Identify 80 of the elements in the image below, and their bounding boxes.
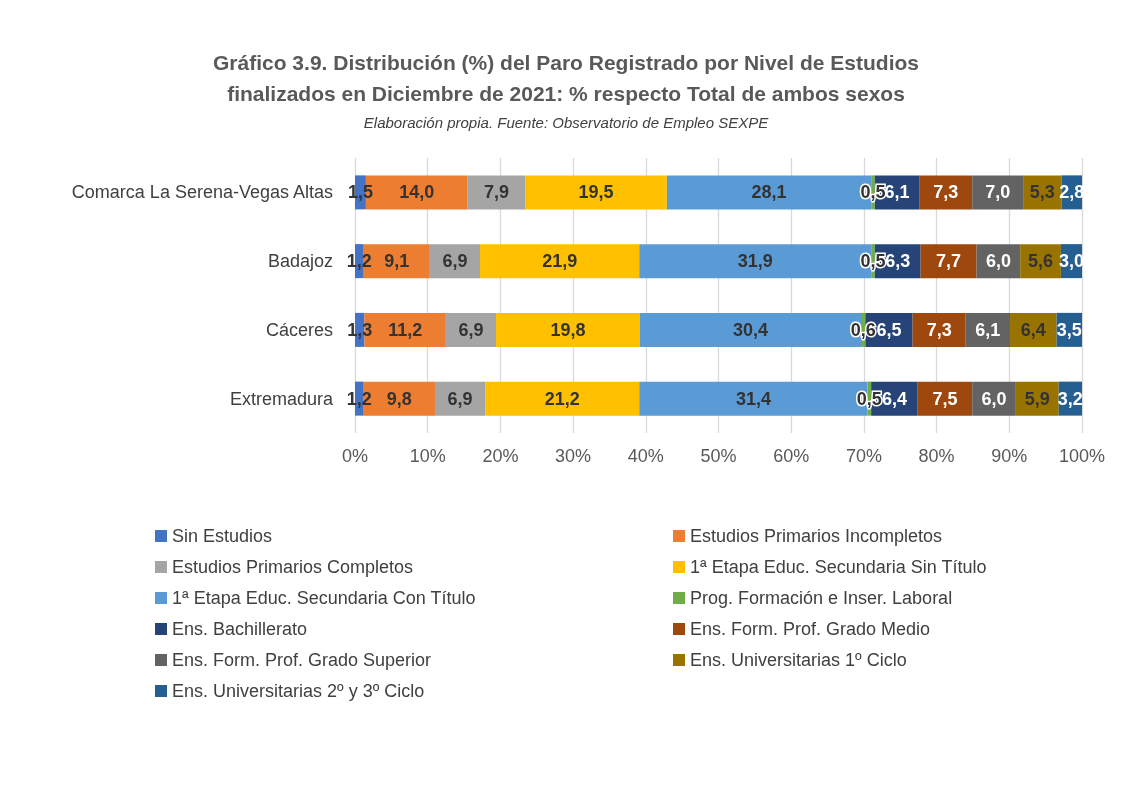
data-label: 6,4: [1020, 319, 1046, 340]
y-tick-label: Badajoz: [267, 251, 333, 272]
data-label: 6,1: [975, 319, 1001, 340]
bar: [467, 175, 526, 210]
data-label: 0,6: [850, 319, 876, 340]
x-tick-label: 30%: [555, 446, 592, 466]
data-label: 3,5: [1056, 319, 1082, 340]
data-label: 6,3: [885, 251, 911, 272]
chart-subtitle: Elaboración propia. Fuente: Observatorio de Empleo SEXPE: [363, 114, 770, 131]
data-label: 0,5: [856, 388, 882, 409]
data-label: 7,3: [933, 182, 959, 203]
legend-label: Ens. Form. Prof. Grado Medio: [690, 619, 931, 639]
data-label: 7,0: [985, 182, 1011, 203]
data-label: 14,0: [399, 182, 435, 203]
data-label: 21,2: [544, 388, 580, 409]
data-label: 1,2: [346, 251, 372, 272]
data-label: 1,2: [346, 388, 372, 409]
bar: [917, 381, 973, 416]
bar: [919, 175, 973, 210]
data-label: 6,1: [884, 182, 910, 203]
data-label: 5,9: [1024, 388, 1050, 409]
legend-label: 1ª Etapa Educ. Secundaria Sin Título: [690, 557, 987, 577]
legend-label: Estudios Primarios Incompletos: [690, 526, 943, 546]
data-label: 6,0: [981, 388, 1007, 409]
data-label: 7,7: [936, 251, 962, 272]
data-label: 28,1: [751, 182, 787, 203]
legend-label: 1ª Etapa Educ. Secundaria Con Título: [172, 588, 476, 608]
bar: [912, 312, 966, 347]
y-tick-label: Extremadura: [229, 388, 334, 409]
x-tick-label: 40%: [627, 446, 664, 466]
data-label: 7,9: [483, 182, 509, 203]
bar: [480, 244, 640, 279]
data-label: 6,0: [985, 251, 1011, 272]
y-tick-label: Cáceres: [265, 319, 333, 340]
data-label: 11,2: [388, 319, 423, 340]
legend-label: Ens. Form. Prof. Grado Superior: [172, 650, 432, 670]
data-label: 7,5: [932, 388, 958, 409]
bar: [972, 175, 1024, 210]
x-tick-label: 90%: [991, 446, 1028, 466]
data-label: 31,9: [737, 251, 773, 272]
data-label: 6,5: [876, 319, 902, 340]
x-tick-label: 70%: [845, 446, 882, 466]
data-label: 6,9: [442, 251, 468, 272]
data-label: 31,4: [735, 388, 771, 409]
legend-label: Estudios Primarios Completos: [172, 557, 414, 577]
data-label: 19,5: [578, 182, 614, 203]
x-tick-label: 60%: [773, 446, 810, 466]
x-tick-label: 100%: [1058, 446, 1106, 466]
bar: [920, 244, 977, 279]
legend-label: Sin Estudios: [172, 526, 273, 546]
data-label: 6,9: [458, 319, 484, 340]
legend-label: Ens. Universitarias 1º Ciclo: [690, 650, 907, 670]
legend-label: Prog. Formación e Inser. Laboral: [690, 588, 953, 608]
data-label: 5,3: [1029, 182, 1055, 203]
bar: [496, 312, 640, 347]
x-tick-label: 80%: [918, 446, 955, 466]
data-label: 7,3: [926, 319, 952, 340]
x-tick-label: 20%: [482, 446, 519, 466]
chart-title: Gráfico 3.9. Distribución (%) del Paro Registrado por Nivel de Estudios finalizados en Diciembre de 2021: % respecto Total de ambos sexos: [213, 51, 919, 105]
data-label: 30,4: [732, 319, 769, 340]
legend-label: Ens. Universitarias 2º y 3º Ciclo: [172, 681, 425, 701]
legend-label: Ens. Bachillerato: [172, 619, 308, 639]
x-tick-label: 0%: [341, 446, 369, 466]
data-label: 0,5: [860, 182, 886, 203]
x-tick-label: 50%: [700, 446, 737, 466]
data-label: 1,5: [347, 182, 373, 203]
data-label: 1,3: [347, 319, 373, 340]
data-label: 9,1: [384, 251, 410, 272]
data-label: 3,2: [1057, 388, 1083, 409]
data-label: 21,9: [542, 251, 578, 272]
bar: [485, 381, 640, 416]
y-tick-label: Comarca La Serena-Vegas Altas: [71, 182, 333, 203]
data-label: 6,4: [881, 388, 907, 409]
x-tick-label: 10%: [409, 446, 446, 466]
data-label: 19,8: [550, 319, 586, 340]
bar: [525, 175, 667, 210]
data-label: 9,8: [386, 388, 412, 409]
data-label: 5,6: [1028, 251, 1054, 272]
data-label: 6,9: [447, 388, 473, 409]
data-label: 0,5: [860, 251, 886, 272]
